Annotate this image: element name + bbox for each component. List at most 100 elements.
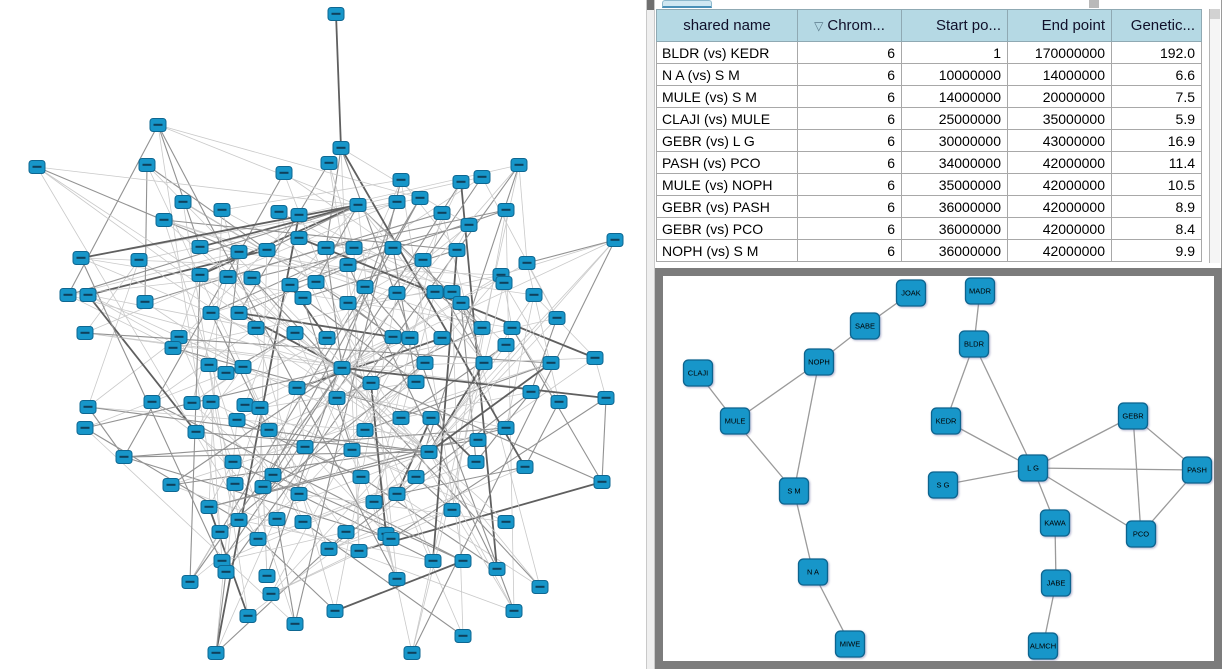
network-node-23[interactable] [290, 231, 308, 245]
network-node-83[interactable] [143, 395, 161, 409]
network-node-92[interactable] [356, 423, 374, 437]
table-row-2[interactable]: MULE (vs) S M 6 14000000 20000000 7.5 [656, 85, 1202, 108]
edge-L G-PCO[interactable] [1032, 467, 1142, 535]
table-row-8[interactable]: GEBR (vs) PCO 6 36000000 42000000 8.4 [656, 217, 1202, 240]
network-node-136[interactable] [388, 572, 406, 586]
network-node-64[interactable] [401, 331, 419, 345]
network-node-75[interactable] [362, 376, 380, 390]
network-node-87[interactable] [251, 401, 269, 415]
network-node-129[interactable] [424, 554, 442, 568]
node-KAWA[interactable]: KAWA [1039, 509, 1071, 537]
network-node-31[interactable] [414, 253, 432, 267]
node-CLAJI[interactable]: CLAJI [682, 359, 714, 387]
network-node-115[interactable] [443, 503, 461, 517]
network-node-7[interactable] [392, 173, 410, 187]
table-row-4[interactable]: GEBR (vs) L G 6 30000000 43000000 16.9 [656, 129, 1202, 152]
network-node-102[interactable] [467, 455, 485, 469]
network-node-112[interactable] [290, 487, 308, 501]
network-node-143[interactable] [454, 629, 472, 643]
network-node-144[interactable] [207, 646, 225, 660]
network-node-145[interactable] [403, 646, 421, 660]
network-node-97[interactable] [228, 413, 246, 427]
edge-GEBR-PCO[interactable] [1132, 415, 1142, 535]
network-node-48[interactable] [59, 288, 77, 302]
network-node-10[interactable] [510, 158, 528, 172]
network-node-17[interactable] [174, 195, 192, 209]
scrollbar-thumb[interactable] [1210, 9, 1220, 19]
network-node-107[interactable] [264, 468, 282, 482]
network-node-9[interactable] [473, 170, 491, 184]
node-PCO[interactable]: PCO [1125, 520, 1157, 548]
network-node-15[interactable] [460, 218, 478, 232]
table-tab[interactable] [662, 0, 712, 8]
network-node-37[interactable] [219, 270, 237, 284]
network-node-82[interactable] [79, 400, 97, 414]
edge-BLDR-L G[interactable] [973, 343, 1034, 469]
network-node-33[interactable] [518, 256, 536, 270]
network-node-123[interactable] [497, 515, 515, 529]
network-node-42[interactable] [388, 286, 406, 300]
network-node-134[interactable] [258, 569, 276, 583]
node-JABE[interactable]: JABE [1040, 569, 1072, 597]
network-node-27[interactable] [317, 241, 335, 255]
network-node-80[interactable] [550, 395, 568, 409]
network-node-35[interactable] [130, 253, 148, 267]
network-node-32[interactable] [339, 258, 357, 272]
network-node-53[interactable] [294, 291, 312, 305]
network-node-19[interactable] [155, 213, 173, 227]
edge-L G-GEBR[interactable] [1032, 415, 1134, 469]
network-node-131[interactable] [488, 562, 506, 576]
full-network-canvas[interactable] [0, 0, 646, 669]
network-node-3[interactable] [138, 158, 156, 172]
network-node-142[interactable] [286, 617, 304, 631]
filter-icon[interactable]: ▽ [814, 19, 824, 33]
network-node-69[interactable] [542, 356, 560, 370]
network-node-13[interactable] [349, 198, 367, 212]
network-node-89[interactable] [328, 391, 346, 405]
network-node-67[interactable] [497, 338, 515, 352]
network-node-60[interactable] [247, 321, 265, 335]
table-row-1[interactable]: N A (vs) S M 6 10000000 14000000 6.6 [656, 63, 1202, 86]
network-node-57[interactable] [503, 321, 521, 335]
network-node-4[interactable] [332, 141, 350, 155]
network-node-116[interactable] [162, 478, 180, 492]
network-node-124[interactable] [211, 525, 229, 539]
network-node-100[interactable] [343, 443, 361, 457]
network-node-96[interactable] [187, 425, 205, 439]
network-node-30[interactable] [448, 243, 466, 257]
node-MIWE[interactable]: MIWE [834, 630, 866, 658]
network-node-79[interactable] [522, 385, 540, 399]
network-node-114[interactable] [388, 487, 406, 501]
network-node-66[interactable] [473, 321, 491, 335]
network-node-77[interactable] [416, 356, 434, 370]
network-node-61[interactable] [286, 326, 304, 340]
network-node-54[interactable] [339, 296, 357, 310]
network-node-140[interactable] [239, 609, 257, 623]
network-node-21[interactable] [290, 208, 308, 222]
network-node-20[interactable] [270, 205, 288, 219]
network-node-120[interactable] [294, 515, 312, 529]
edge-L G-PASH[interactable] [1032, 467, 1198, 471]
network-node-99[interactable] [296, 440, 314, 454]
network-node-72[interactable] [217, 366, 235, 380]
network-node-5[interactable] [320, 156, 338, 170]
filtered-network-canvas[interactable]: JOAK MADR SABE BLDR NOPH CLAJI MULE KEDR GEBR L G… [663, 276, 1214, 661]
network-node-50[interactable] [136, 295, 154, 309]
network-node-6[interactable] [275, 166, 293, 180]
network-node-47[interactable] [525, 288, 543, 302]
network-node-70[interactable] [586, 351, 604, 365]
network-node-86[interactable] [236, 398, 254, 412]
network-node-133[interactable] [217, 565, 235, 579]
network-node-138[interactable] [262, 587, 280, 601]
network-node-14[interactable] [433, 206, 451, 220]
network-node-109[interactable] [407, 470, 425, 484]
table-row-6[interactable]: MULE (vs) NOPH 6 35000000 42000000 10.5 [656, 173, 1202, 196]
network-node-28[interactable] [345, 241, 363, 255]
network-node-106[interactable] [224, 455, 242, 469]
network-node-63[interactable] [384, 330, 402, 344]
network-node-38[interactable] [243, 271, 261, 285]
network-node-76[interactable] [407, 375, 425, 389]
network-node-46[interactable] [495, 276, 513, 290]
network-node-103[interactable] [516, 460, 534, 474]
network-node-135[interactable] [181, 575, 199, 589]
